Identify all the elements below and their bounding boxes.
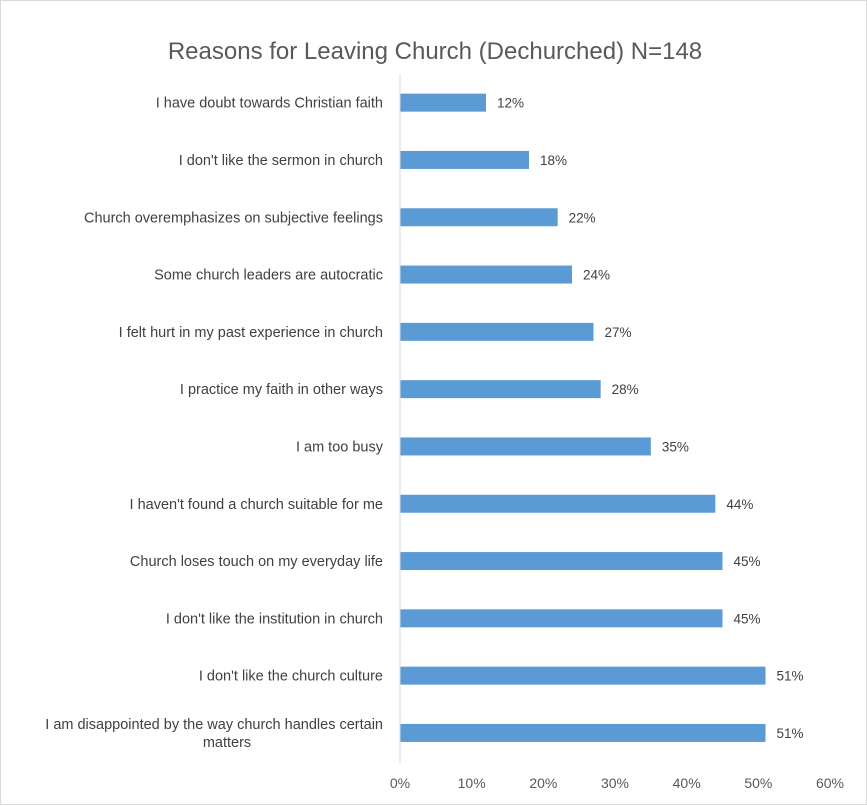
- category-labels: I have doubt towards Christian faith I do…: [45, 96, 383, 751]
- value-label: 51%: [777, 726, 804, 741]
- category-label-line: Church overemphasizes on subjective feel…: [84, 210, 383, 226]
- value-label: 22%: [569, 210, 596, 225]
- category-label: Some church leaders are autocratic: [154, 268, 383, 284]
- chart-title: Reasons for Leaving Church (Dechurched) …: [168, 38, 702, 65]
- bar: [400, 265, 572, 284]
- x-tick-label: 30%: [601, 775, 629, 791]
- category-label-line: I don't like the church culture: [199, 669, 383, 685]
- category-label-line: I am too busy: [296, 439, 384, 455]
- category-label: I have doubt towards Christian faith: [156, 96, 383, 112]
- bar: [400, 150, 529, 169]
- bars-layer: [400, 93, 766, 742]
- category-label: I am disappointed by the way church hand…: [45, 717, 383, 751]
- category-label-line: I practice my faith in other ways: [180, 382, 383, 398]
- value-label: 28%: [612, 382, 639, 397]
- bar: [400, 208, 558, 227]
- bar: [400, 609, 723, 628]
- x-tick-label: 50%: [744, 775, 772, 791]
- x-tick-label: 60%: [816, 775, 844, 791]
- bar: [400, 723, 766, 742]
- x-axis-ticks: 0% 10% 20% 30% 40% 50% 60%: [390, 775, 844, 791]
- category-label: I haven't found a church suitable for me: [130, 497, 383, 513]
- x-tick-label: 10%: [458, 775, 486, 791]
- value-label: 51%: [777, 669, 804, 684]
- bar: [400, 380, 601, 399]
- value-label: 44%: [726, 497, 753, 512]
- value-label: 18%: [540, 153, 567, 168]
- category-label-line: I don't like the institution in church: [166, 611, 383, 627]
- category-label: Church loses touch on my everyday life: [130, 554, 383, 570]
- bar: [400, 93, 486, 112]
- category-label: I don't like the sermon in church: [179, 153, 383, 169]
- category-label-line: I haven't found a church suitable for me: [130, 497, 383, 513]
- category-label: Church overemphasizes on subjective feel…: [84, 210, 383, 226]
- value-label: 45%: [734, 554, 761, 569]
- category-label: I don't like the church culture: [199, 669, 383, 685]
- x-tick-label: 0%: [390, 775, 410, 791]
- category-label-line: Some church leaders are autocratic: [154, 268, 383, 284]
- x-tick-label: 20%: [529, 775, 557, 791]
- bar: [400, 552, 723, 571]
- category-label: I am too busy: [296, 439, 384, 455]
- bar: [400, 437, 651, 456]
- value-label: 24%: [583, 268, 610, 283]
- category-label-line: I have doubt towards Christian faith: [156, 96, 383, 112]
- category-label: I practice my faith in other ways: [180, 382, 383, 398]
- bar: [400, 494, 716, 513]
- category-label: I felt hurt in my past experience in chu…: [119, 325, 383, 341]
- category-label-line: matters: [203, 735, 251, 751]
- x-tick-label: 40%: [673, 775, 701, 791]
- value-label: 45%: [734, 611, 761, 626]
- value-labels: 12% 18% 22% 24% 27% 28% 35% 44% 45% 45% 51% 51%: [497, 96, 804, 741]
- category-label-line: I don't like the sermon in church: [179, 153, 383, 169]
- category-label-line: I felt hurt in my past experience in chu…: [119, 325, 383, 341]
- value-label: 35%: [662, 439, 689, 454]
- category-label-line: I am disappointed by the way church hand…: [45, 717, 383, 733]
- category-label-line: Church loses touch on my everyday life: [130, 554, 383, 570]
- bar: [400, 666, 766, 685]
- value-label: 27%: [605, 325, 632, 340]
- bar: [400, 322, 594, 341]
- value-label: 12%: [497, 96, 524, 111]
- category-label: I don't like the institution in church: [166, 611, 383, 627]
